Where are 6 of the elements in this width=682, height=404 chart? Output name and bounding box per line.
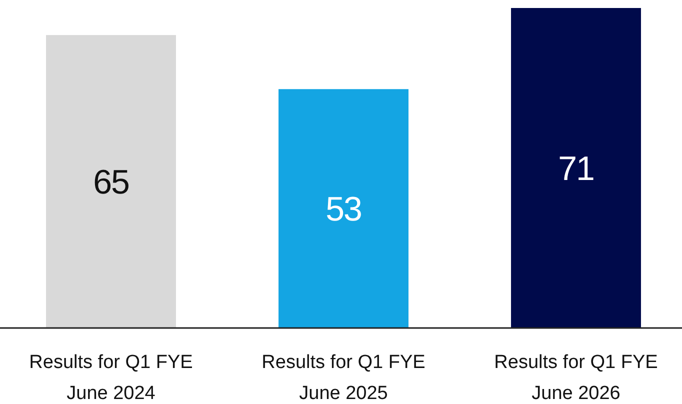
data-label: 53 bbox=[326, 190, 362, 228]
x-tick-label: Results for Q1 FYE June 2024 bbox=[29, 352, 193, 404]
data-label: 65 bbox=[93, 163, 129, 202]
data-label: 71 bbox=[558, 150, 594, 188]
x-tick-label: Results for Q1 FYE June 2026 bbox=[494, 352, 658, 404]
x-tick-label: Results for Q1 FYE June 2025 bbox=[262, 352, 426, 404]
